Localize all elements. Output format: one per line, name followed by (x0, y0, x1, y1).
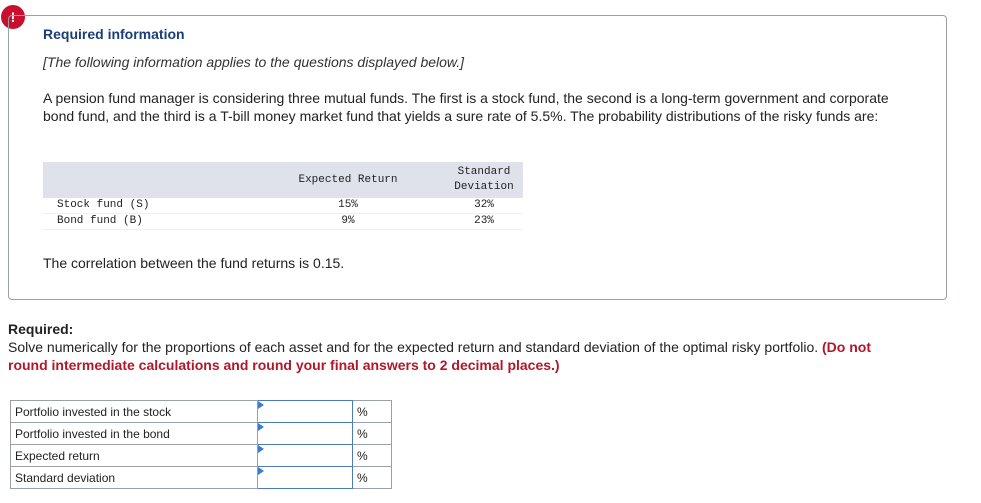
info-note: [The following information applies to th… (43, 54, 465, 70)
answer-unit: % (352, 400, 392, 423)
cell: 15% (251, 198, 445, 214)
cell: 23% (445, 213, 523, 230)
answer-unit: % (352, 422, 392, 445)
answer-row: Portfolio invested in the bond% (10, 422, 392, 445)
answer-row: Expected return% (10, 444, 392, 467)
answer-input[interactable] (257, 422, 353, 445)
info-title: Required information (43, 26, 185, 42)
fund-table: Expected Return Standard Deviation Stock… (43, 162, 523, 230)
info-box (8, 15, 947, 300)
answer-label: Expected return (10, 444, 258, 467)
answer-row: Portfolio invested in the stock% (10, 400, 392, 423)
answer-unit: % (352, 466, 392, 489)
cell: 9% (251, 213, 445, 230)
alert-icon: ! (1, 5, 25, 29)
header-cell (43, 162, 251, 198)
required-text: Solve numerically for the proportions of… (8, 339, 819, 355)
header-cell: Expected Return (251, 162, 445, 198)
answer-input[interactable] (257, 466, 353, 489)
answer-label: Standard deviation (10, 466, 258, 489)
fund-row: Bond fund (B) 9% 23% (43, 213, 523, 230)
info-paragraph: A pension fund manager is considering th… (43, 90, 889, 124)
answer-unit: % (352, 444, 392, 467)
required-emphasis: (Do not round intermediate calculations … (8, 339, 871, 373)
cell: Stock fund (S) (43, 198, 251, 214)
cell: 32% (445, 198, 523, 214)
header-cell: Standard Deviation (445, 162, 523, 198)
answer-label: Portfolio invested in the bond (10, 422, 258, 445)
answer-table: Portfolio invested in the stock% Portfoli… (10, 400, 392, 489)
answer-input[interactable] (257, 400, 353, 423)
answer-input[interactable] (257, 444, 353, 467)
required-block: Required: Solve numerically for the prop… (8, 320, 908, 374)
cell: Bond fund (B) (43, 213, 251, 230)
answer-row: Standard deviation% (10, 466, 392, 489)
correlation-text: The correlation between the fund returns… (43, 255, 345, 271)
required-label: Required: (8, 321, 74, 337)
fund-row: Stock fund (S) 15% 32% (43, 198, 523, 214)
answer-label: Portfolio invested in the stock (10, 400, 258, 423)
